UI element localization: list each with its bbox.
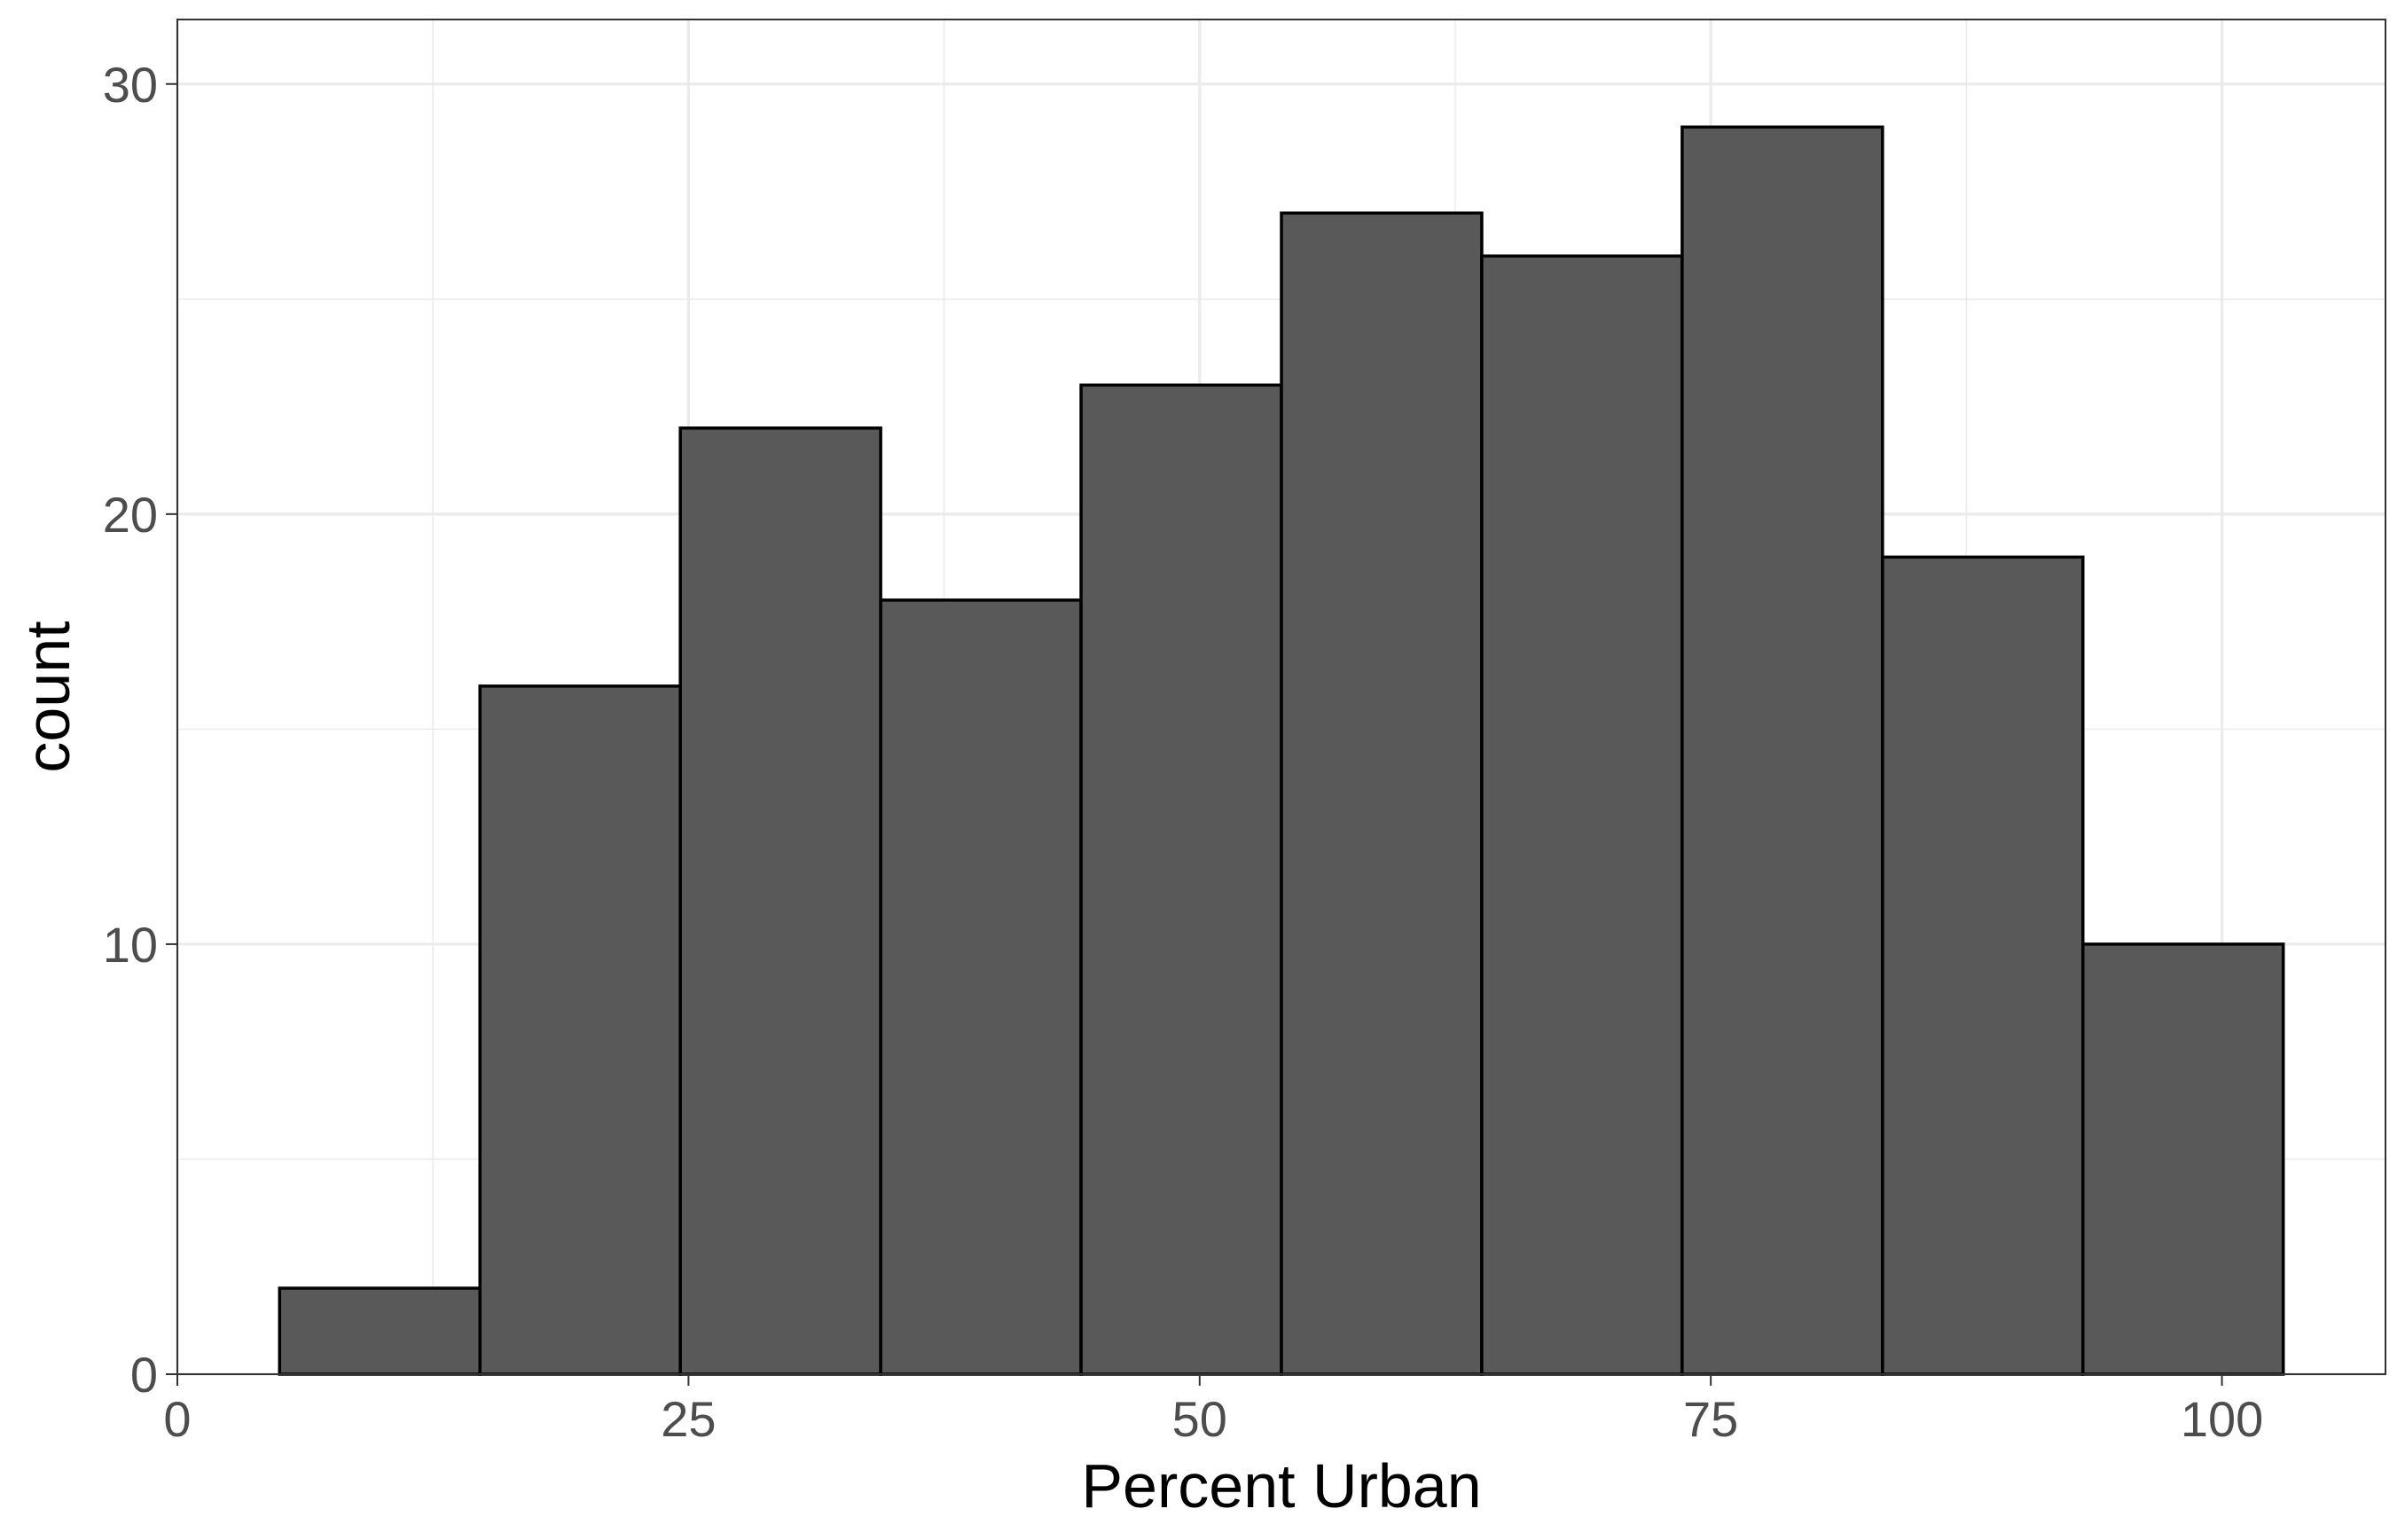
x-axis-ticks: 0 25 50 75 100: [163, 1374, 2263, 1447]
x-tick-label: 75: [1683, 1391, 1738, 1447]
histogram-bar: [1079, 383, 1283, 1376]
histogram-bar: [478, 684, 682, 1376]
y-tick-label: 30: [103, 57, 158, 113]
x-tick-label: 0: [163, 1391, 191, 1447]
histogram-bar: [1680, 125, 1884, 1376]
y-axis-title: count: [13, 621, 82, 772]
y-tick-label: 10: [103, 917, 158, 973]
histogram-bar: [678, 426, 882, 1376]
x-axis-title: Percent Urban: [1081, 1451, 1481, 1520]
histogram-bar: [278, 1286, 482, 1376]
x-tick-label: 100: [2181, 1391, 2263, 1447]
histogram-bar: [1280, 211, 1484, 1376]
histogram-bar: [1480, 254, 1684, 1376]
histogram-bar: [2081, 942, 2285, 1376]
histogram-bar: [1881, 555, 2085, 1376]
y-tick-label: 20: [103, 487, 158, 543]
histogram-bar: [879, 598, 1083, 1376]
y-tick-label: 0: [130, 1347, 158, 1403]
panel-border: [176, 19, 2386, 1375]
x-tick-label: 25: [661, 1391, 716, 1447]
y-axis-ticks: 0 10 20 30: [103, 57, 177, 1403]
x-tick-label: 50: [1172, 1391, 1227, 1447]
histogram-bars: [278, 125, 2285, 1376]
